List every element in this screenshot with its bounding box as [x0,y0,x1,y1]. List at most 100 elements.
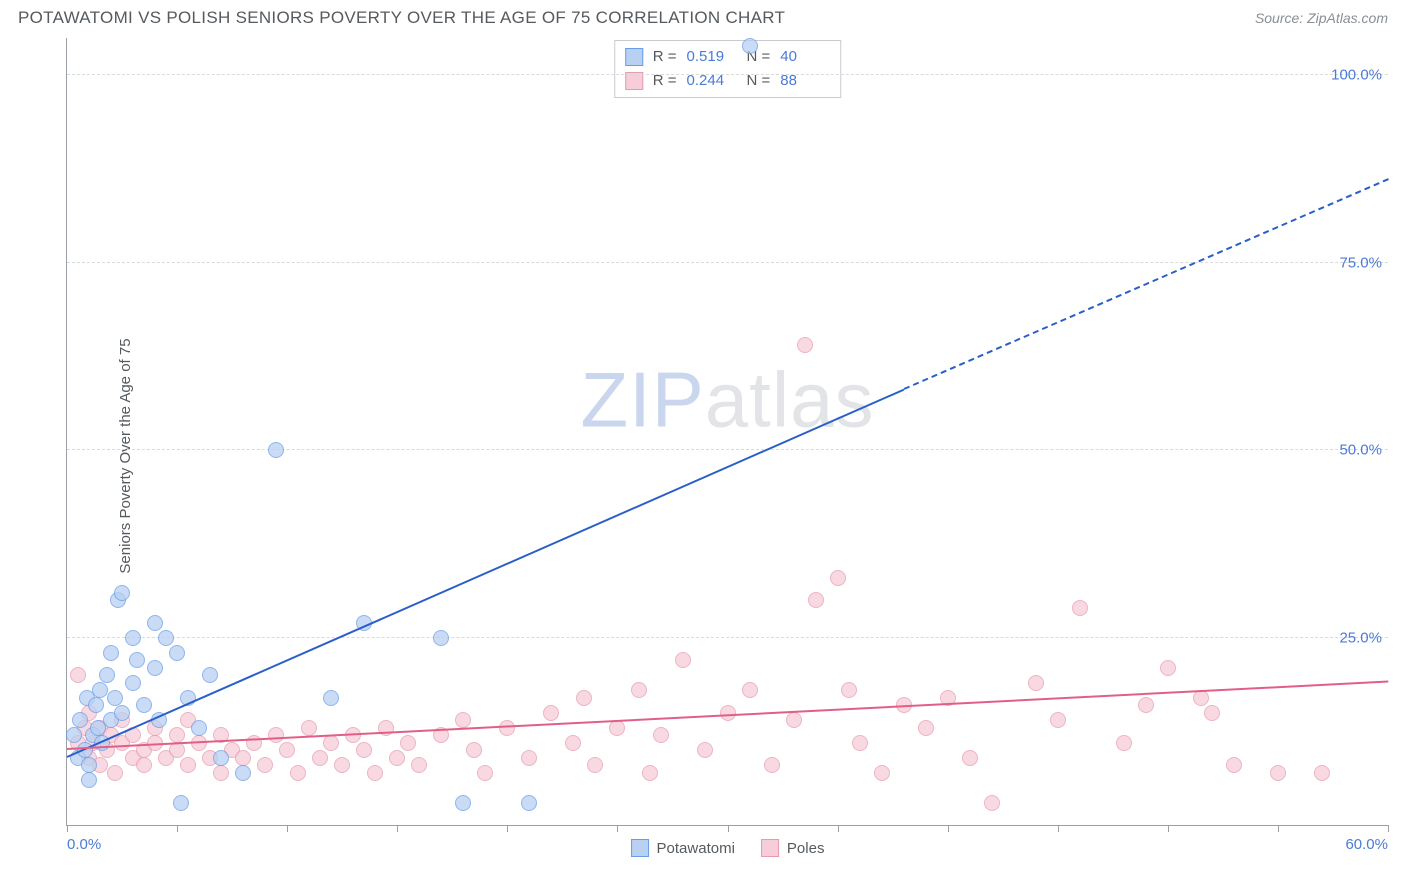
poles-point [962,750,978,766]
poles-point [653,727,669,743]
poles-point [543,705,559,721]
poles-point [213,765,229,781]
poles-point [786,712,802,728]
x-tick [948,825,949,832]
potawatomi-point [169,645,185,661]
legend-swatch [761,839,779,857]
poles-point [70,667,86,683]
poles-point [1270,765,1286,781]
watermark: ZIPatlas [580,355,874,446]
potawatomi-point [81,772,97,788]
potawatomi-point [125,630,141,646]
potawatomi-point [125,675,141,691]
potawatomi-point [72,712,88,728]
potawatomi-point [455,795,471,811]
chart-title: POTAWATOMI VS POLISH SENIORS POVERTY OVE… [18,8,785,28]
potawatomi-point [136,697,152,713]
potawatomi-point [129,652,145,668]
trend-line [903,178,1388,390]
potawatomi-point [202,667,218,683]
poles-point [797,337,813,353]
potawatomi-point [92,682,108,698]
poles-point [323,735,339,751]
x-tick-label: 0.0% [67,836,101,853]
y-tick-label: 25.0% [1339,629,1382,646]
poles-point [764,757,780,773]
x-tick [838,825,839,832]
poles-point [565,735,581,751]
poles-point [389,750,405,766]
poles-point [312,750,328,766]
poles-point [411,757,427,773]
poles-point [180,757,196,773]
poles-point [841,682,857,698]
poles-point [830,570,846,586]
legend-item: Potawatomi [631,839,735,857]
poles-point [1072,600,1088,616]
x-tick-label: 60.0% [1345,836,1388,853]
poles-point [257,757,273,773]
poles-point [852,735,868,751]
x-tick [177,825,178,832]
poles-point [675,652,691,668]
potawatomi-point [107,690,123,706]
gridline [67,449,1388,450]
poles-point [1050,712,1066,728]
gridline [67,637,1388,638]
poles-point [1116,735,1132,751]
series-legend: Potawatomi Poles [631,839,825,857]
correlation-legend: R =0.519N =40R =0.244N =88 [614,40,842,98]
poles-point [521,750,537,766]
trend-line [67,388,904,757]
y-tick-label: 50.0% [1339,442,1382,459]
potawatomi-point [114,705,130,721]
poles-point [1138,697,1154,713]
poles-point [235,750,251,766]
poles-point [268,727,284,743]
poles-point [169,727,185,743]
potawatomi-point [103,645,119,661]
legend-label: Poles [787,840,825,857]
poles-point [367,765,383,781]
x-tick [1058,825,1059,832]
chart-container: Seniors Poverty Over the Age of 75 ZIPat… [18,38,1388,874]
legend-row: R =0.244N =88 [625,69,831,93]
x-tick [507,825,508,832]
legend-label: Potawatomi [657,840,735,857]
poles-point [808,592,824,608]
potawatomi-point [213,750,229,766]
x-tick [1168,825,1169,832]
poles-point [631,682,647,698]
x-tick [287,825,288,832]
potawatomi-point [99,667,115,683]
y-tick-label: 100.0% [1331,67,1382,84]
potawatomi-point [88,697,104,713]
poles-point [466,742,482,758]
potawatomi-point [158,630,174,646]
potawatomi-point [323,690,339,706]
poles-point [720,705,736,721]
poles-point [356,742,372,758]
poles-point [455,712,471,728]
poles-point [1204,705,1220,721]
potawatomi-point [742,38,758,54]
poles-point [279,742,295,758]
chart-source: Source: ZipAtlas.com [1255,10,1388,26]
poles-point [587,757,603,773]
potawatomi-point [191,720,207,736]
potawatomi-point [521,795,537,811]
potawatomi-point [114,585,130,601]
legend-item: Poles [761,839,825,857]
poles-point [334,757,350,773]
potawatomi-point [433,630,449,646]
poles-point [301,720,317,736]
poles-point [290,765,306,781]
poles-point [576,690,592,706]
poles-point [1028,675,1044,691]
poles-point [742,682,758,698]
x-tick [1388,825,1389,832]
trend-line [67,681,1388,750]
poles-point [874,765,890,781]
x-tick [617,825,618,832]
poles-point [136,757,152,773]
